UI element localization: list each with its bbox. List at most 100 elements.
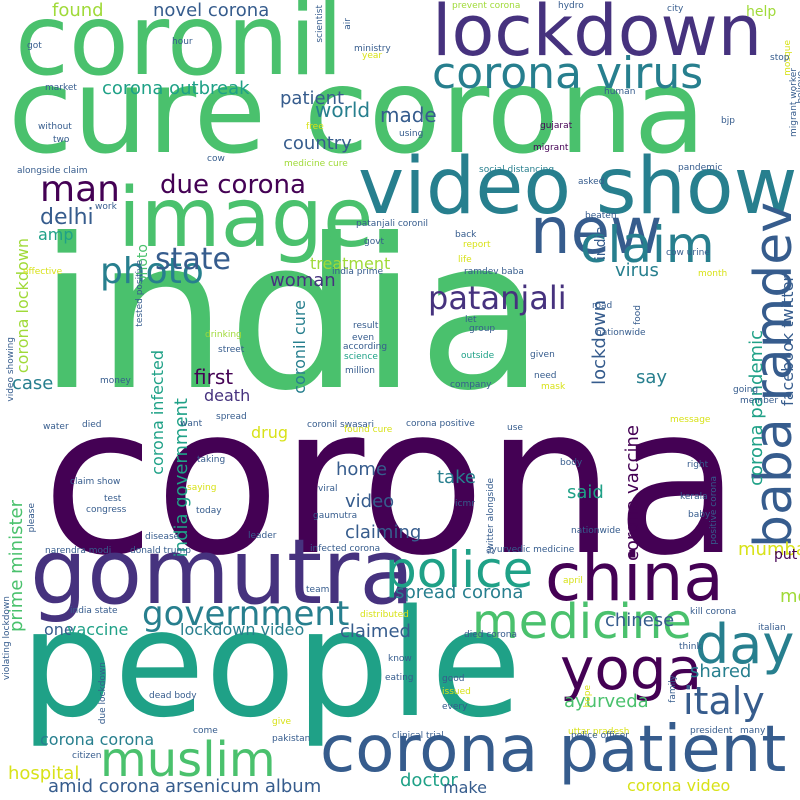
word: using xyxy=(399,129,424,139)
word: claimed xyxy=(340,621,411,642)
word: shared xyxy=(690,661,752,682)
word: disease xyxy=(145,532,180,542)
word: chinese xyxy=(605,610,675,631)
word: drug xyxy=(251,423,289,442)
word: died corona xyxy=(464,630,518,640)
word: road xyxy=(592,301,613,311)
word: cow urine xyxy=(666,248,710,258)
word: image xyxy=(118,171,374,266)
word: india xyxy=(593,226,609,261)
word: home xyxy=(336,459,388,480)
word: air xyxy=(343,18,353,30)
word: company xyxy=(450,380,492,390)
word: first xyxy=(194,365,234,389)
word: think xyxy=(679,642,702,652)
word: market xyxy=(45,83,77,93)
word: bjp xyxy=(721,116,735,126)
word: virus xyxy=(615,260,659,281)
word: need xyxy=(534,371,557,381)
word: money xyxy=(100,376,131,386)
word: violating lockdown xyxy=(2,596,12,681)
word: treatment xyxy=(310,254,391,273)
word: medicine cure xyxy=(284,159,348,169)
word: gomutra xyxy=(30,520,415,625)
word: claim show xyxy=(70,477,121,487)
word: body xyxy=(560,458,583,468)
word: hour xyxy=(172,37,193,47)
word: corona positive xyxy=(406,419,475,429)
word: nationwide xyxy=(571,526,621,536)
word: people xyxy=(20,578,522,750)
word: due lockdown xyxy=(98,662,108,725)
word: mask xyxy=(541,382,566,392)
word: beaten xyxy=(585,211,617,221)
word: distributed xyxy=(360,610,409,620)
word: leader xyxy=(248,531,277,541)
word: dead body xyxy=(149,691,197,701)
word: corona video xyxy=(627,776,731,795)
word: year xyxy=(362,51,383,61)
word: corona outbreak xyxy=(102,78,250,99)
word: donald trump xyxy=(130,546,191,556)
word: india xyxy=(38,195,545,437)
word: amp xyxy=(38,225,74,244)
word: food xyxy=(633,305,643,325)
word: cure corona xyxy=(8,42,706,180)
word: icmr xyxy=(455,499,475,509)
word: muslim xyxy=(100,732,276,788)
word: effective xyxy=(23,267,63,277)
word: clinical trial xyxy=(392,731,444,741)
word: eating xyxy=(385,673,414,683)
word: new xyxy=(530,195,663,269)
word: corona pandemic xyxy=(746,330,767,486)
word: arsenicum album xyxy=(165,776,322,797)
word: april xyxy=(563,576,583,586)
word: found xyxy=(52,0,104,21)
word: ramdev baba xyxy=(464,267,524,277)
word: without xyxy=(38,122,72,132)
word: human xyxy=(604,87,636,97)
word: uttar pradesh xyxy=(568,727,630,737)
word: social distancing xyxy=(479,165,555,175)
word: tested positive xyxy=(135,260,145,327)
word: give xyxy=(272,717,292,727)
word: cow xyxy=(207,154,225,164)
word: come xyxy=(193,726,218,736)
word: ayurveda xyxy=(564,691,649,712)
word: woman xyxy=(270,270,336,291)
word: corona virus xyxy=(432,48,704,99)
word: water xyxy=(43,422,69,432)
word: man xyxy=(40,169,120,210)
word: kill corona xyxy=(690,607,737,617)
word: coronil xyxy=(15,0,344,98)
word: member xyxy=(740,396,779,406)
word: coronil swasari xyxy=(307,420,374,430)
word: death xyxy=(204,386,251,405)
word: video show xyxy=(358,142,798,232)
word: work xyxy=(95,202,117,212)
word: got xyxy=(27,41,42,51)
word: infected corona xyxy=(310,544,381,554)
word: scientist xyxy=(315,5,325,43)
word: issued xyxy=(442,687,471,697)
word: say xyxy=(636,367,668,388)
word: migrant worker xyxy=(789,68,799,137)
word: china xyxy=(545,539,724,616)
word: claim xyxy=(580,216,715,274)
word: message xyxy=(670,415,711,425)
word: govt xyxy=(364,237,385,247)
word: report xyxy=(463,240,491,250)
word: free xyxy=(306,122,324,132)
word: know xyxy=(388,654,412,664)
word: hydro xyxy=(558,1,584,11)
word: patanjali coronil xyxy=(356,219,429,229)
word: help xyxy=(746,4,777,20)
word: gaumutra xyxy=(313,511,358,521)
word: hospital xyxy=(8,763,80,784)
word: city xyxy=(667,4,684,14)
word: amid corona xyxy=(48,776,161,797)
word: life xyxy=(458,255,472,265)
word: team xyxy=(306,585,330,595)
word: pakistan xyxy=(272,734,311,744)
